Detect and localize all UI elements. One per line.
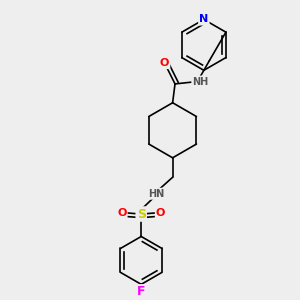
Text: O: O xyxy=(160,58,169,68)
Text: N: N xyxy=(199,14,208,24)
Text: NH: NH xyxy=(192,76,208,86)
Text: HN: HN xyxy=(148,189,164,199)
Text: S: S xyxy=(137,208,146,220)
Text: O: O xyxy=(117,208,127,218)
Text: O: O xyxy=(156,208,165,218)
Text: F: F xyxy=(137,285,146,298)
